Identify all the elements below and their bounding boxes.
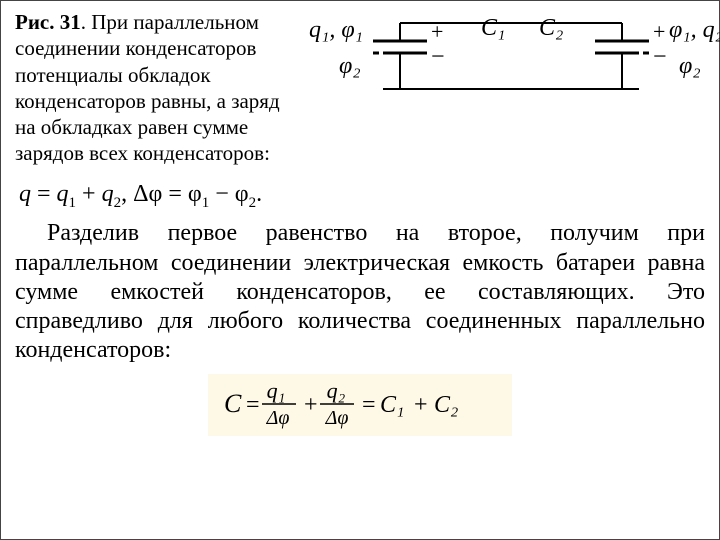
- formula-C2: C₂: [434, 392, 458, 418]
- formula-svg: C = q₁ Δφ + q₂ Δφ = C₁ + C₂: [220, 378, 500, 430]
- label-left-bottom: φ₂: [339, 53, 361, 79]
- formula-C1: C₁: [380, 392, 404, 418]
- body-paragraph: Разделив первое равенство на второе, пол…: [15, 219, 705, 365]
- formula-area: C = q₁ Δφ + q₂ Δφ = C₁ + C₂: [15, 374, 705, 441]
- eq-dot: .: [256, 181, 262, 207]
- circuit-svg: q₁, φ₁ φ₂: [301, 9, 720, 109]
- circuit-diagram: q₁, φ₁ φ₂: [301, 9, 705, 109]
- svg-text:+: +: [304, 392, 318, 418]
- eq-dphi: Δφ = φ: [133, 181, 202, 207]
- plus-right-icon: +: [653, 19, 665, 44]
- formula-box: C = q₁ Δφ + q₂ Δφ = C₁ + C₂: [208, 374, 512, 436]
- body-text-content: Разделив первое равенство на второе, пол…: [15, 220, 705, 363]
- formula-q2: q₂: [327, 378, 346, 403]
- eq-q1: q: [57, 181, 69, 207]
- eq-sub2: 2: [114, 194, 122, 210]
- formula-dphi1: Δφ: [266, 407, 290, 429]
- eq-q2: q: [102, 181, 114, 207]
- equation-line: q = q1 + q2, Δφ = φ1 − φ2.: [19, 181, 705, 212]
- svg-text:=: =: [246, 392, 260, 418]
- eq-plus: +: [76, 181, 102, 207]
- eq-comma: ,: [121, 181, 133, 207]
- minus-right-icon: −: [653, 44, 667, 70]
- eq-q: q: [19, 181, 31, 207]
- page: Рис. 31. При параллельном соединении кон…: [0, 0, 720, 540]
- formula-q1: q₁: [267, 378, 286, 403]
- label-left-top: q₁, φ₁: [309, 17, 363, 43]
- figure-label: Рис. 31: [15, 10, 81, 34]
- formula-dphi2: Δφ: [325, 407, 349, 429]
- label-c2: C₂: [539, 15, 563, 41]
- label-c1: C₁: [481, 15, 505, 41]
- svg-text:+: +: [414, 392, 428, 418]
- plus-left-icon: +: [431, 19, 443, 44]
- label-right-bottom: φ₂: [679, 53, 701, 79]
- label-right-top: φ₁, q₂: [669, 17, 720, 43]
- top-row: Рис. 31. При параллельном соединении кон…: [15, 9, 705, 167]
- svg-text:=: =: [362, 392, 376, 418]
- figure-caption: Рис. 31. При параллельном соединении кон…: [15, 9, 295, 167]
- formula-C: C: [224, 389, 242, 418]
- eq-equals: =: [31, 181, 57, 207]
- minus-left-icon: −: [431, 44, 445, 70]
- eq-sub1: 1: [69, 194, 77, 210]
- eq-minus: − φ: [209, 181, 248, 207]
